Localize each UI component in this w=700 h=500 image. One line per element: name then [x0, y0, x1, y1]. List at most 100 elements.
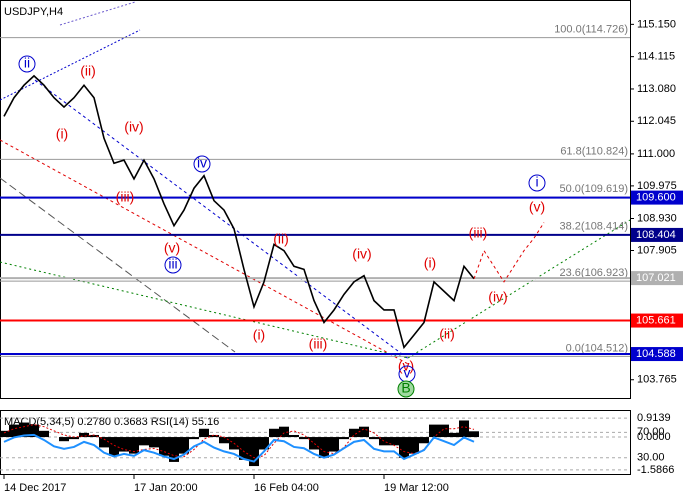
macd-bar [399, 437, 409, 458]
wave-label: ii [24, 55, 30, 71]
macd-bar [0, 430, 9, 438]
wave-label: (iv) [352, 246, 371, 262]
wave-label: (i) [424, 255, 436, 271]
macd-bar [9, 424, 19, 438]
fib-label: 38.2(108.414) [560, 221, 629, 233]
wave-label: i [535, 174, 538, 190]
macd-bar [439, 424, 449, 438]
x-tick-label: 19 Mar 12:00 [384, 482, 449, 494]
wave-label: (iv) [124, 119, 143, 135]
macd-bar [259, 437, 269, 450]
macd-bar [279, 426, 289, 438]
sub-tick-label: -1.5866 [637, 464, 674, 476]
chart-title: USDJPY,H4 [4, 6, 63, 18]
macd-bar [449, 432, 459, 438]
macd-bar [29, 424, 39, 438]
macd-bar [329, 437, 339, 452]
macd-bar [159, 437, 169, 456]
y-tick-label: 112.045 [637, 115, 676, 127]
wave-label: (ii) [80, 63, 96, 79]
macd-bar [79, 432, 89, 438]
level-label: 108.404 [636, 229, 676, 241]
wave-label: (v) [529, 199, 545, 215]
sub-tick-label: 0.0000 [637, 431, 671, 443]
macd-bar [349, 428, 359, 438]
level-tag [631, 347, 683, 362]
y-tick-label: 114.115 [637, 51, 675, 63]
fib-label: 0.0(104.512) [566, 342, 628, 354]
level-tag [631, 190, 683, 205]
macd-bar [59, 437, 69, 442]
macd-bar [419, 437, 429, 444]
wave-label: (iv) [488, 289, 507, 305]
macd-bar [319, 437, 329, 458]
macd-bar [199, 428, 209, 438]
price-line [3, 74, 475, 350]
wave-label: (iii) [469, 225, 488, 241]
level-tag [631, 227, 683, 242]
wave-label: B [401, 380, 410, 396]
wave-label: v [404, 365, 411, 381]
sub-tick-label: 70.00 [637, 426, 665, 438]
wave-label: (ii) [273, 231, 289, 247]
wave-label: (iii) [116, 189, 135, 205]
macd-bar [359, 426, 369, 438]
rsi-line [3, 433, 475, 463]
macd-bar [89, 434, 99, 438]
macd-bar [109, 437, 119, 456]
wave-label: (i) [56, 126, 68, 142]
y-tick-label: 103.765 [637, 374, 677, 386]
macd-bar [179, 437, 189, 454]
trend-line [407, 219, 631, 359]
macd-bar [389, 437, 399, 446]
macd-bar [39, 430, 49, 438]
forecast-line [473, 222, 545, 283]
macd-bar [339, 437, 349, 440]
x-tick-label: 16 Feb 04:00 [254, 482, 319, 494]
macd-bar [239, 437, 249, 460]
macd-bar [209, 434, 219, 438]
level-label: 107.021 [636, 272, 676, 284]
macd-bar [249, 437, 259, 467]
macd-bar [429, 424, 439, 438]
wave-circle [18, 55, 36, 73]
sub-tick-label: 0.9139 [637, 412, 671, 424]
trend-line [59, 1, 136, 26]
macd-bar [219, 437, 229, 444]
macd-bar [169, 437, 179, 462]
macd-bar [139, 437, 149, 446]
macd-bar [129, 437, 139, 454]
macd-bar [189, 437, 199, 440]
fib-label: 100.0(114.726) [554, 23, 628, 35]
x-tick-label: 14 Dec 2017 [4, 482, 66, 494]
macd-bar [19, 422, 29, 438]
y-tick-label: 113.080 [637, 83, 676, 95]
fib-label: 61.8(110.824) [560, 145, 628, 157]
macd-bar [369, 437, 379, 440]
trend-line [0, 177, 236, 353]
y-tick-label: 115.150 [637, 18, 676, 30]
signal-line [3, 424, 475, 459]
level-label: 109.600 [636, 192, 676, 204]
macd-bar [149, 437, 159, 448]
sub-tick-label: 30.00 [637, 452, 665, 464]
macd-bar [269, 428, 279, 438]
level-label: 104.588 [636, 348, 676, 360]
level-tag [631, 271, 683, 286]
macd-bar [469, 431, 479, 438]
level-label: 105.661 [636, 314, 676, 326]
indicator-title: MACD(5,34,5) 0.2780 0.3683 RSI(14) 55.16 [4, 416, 219, 428]
y-tick-label: 108.930 [637, 212, 677, 224]
wave-circle [193, 155, 211, 173]
macd-bar [289, 434, 299, 438]
wave-label: iii [168, 256, 177, 272]
wave-circle [164, 256, 182, 274]
fib-label: 50.0(109.619) [560, 183, 629, 195]
macd-bar [409, 437, 419, 454]
wave-label: (i) [253, 327, 265, 343]
fib-label: 23.6(106.923) [560, 267, 629, 279]
y-tick-label: 107.905 [637, 244, 677, 256]
macd-bar [69, 437, 79, 440]
wave-circle [528, 174, 546, 192]
